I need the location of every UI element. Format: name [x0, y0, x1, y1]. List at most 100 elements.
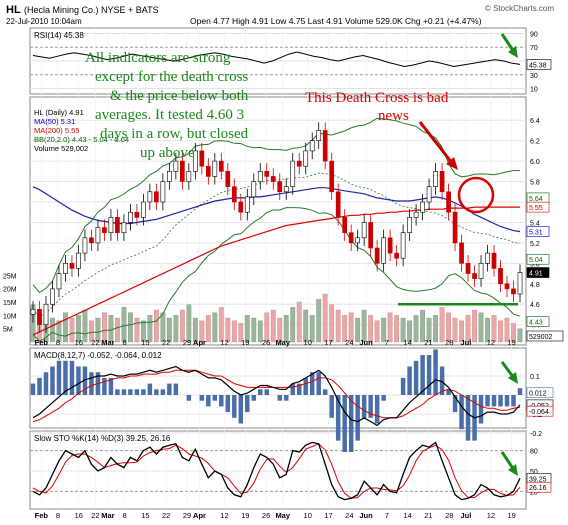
- price-right-label: 529002: [529, 334, 552, 341]
- volume-legend: Volume 529,002: [34, 144, 88, 153]
- candle-body: [485, 252, 490, 264]
- macd-right-box: [526, 405, 554, 417]
- macd-histogram-bar: [355, 395, 360, 441]
- macd-histogram-bar: [219, 395, 224, 407]
- macd-histogram-bar: [439, 366, 445, 395]
- volume-bar: [89, 320, 94, 343]
- sto-tick-label: 50: [530, 469, 538, 476]
- macd-histogram-bar: [128, 389, 133, 395]
- macd-series: [30, 349, 523, 452]
- macd-histogram-bar: [290, 383, 295, 395]
- macd-histogram-bar: [63, 360, 68, 395]
- candle-body: [374, 247, 380, 264]
- macd-signal-line: [32, 369, 521, 423]
- x-tick-label: 22: [91, 338, 99, 347]
- macd-histogram-bar: [37, 377, 42, 395]
- x-tick-label: 19: [508, 338, 516, 347]
- volume-bar: [485, 317, 490, 343]
- rsi-tick-label: 10: [530, 87, 538, 94]
- macd-histogram-bar: [141, 389, 146, 395]
- x-tick-label: 12: [220, 511, 228, 520]
- macd-histogram-bar: [160, 389, 166, 395]
- volume-bar: [426, 317, 432, 343]
- volume-bar: [238, 323, 244, 343]
- x-tick-label: Jul: [460, 511, 471, 520]
- x-tick-label: 19: [241, 338, 249, 347]
- volume-bar: [498, 320, 503, 343]
- volume-tick-label: 10M: [3, 313, 17, 320]
- macd-histogram-bar: [199, 395, 205, 401]
- annotation-line: except for the death cross: [95, 69, 248, 85]
- x-tick-label: 8: [56, 338, 60, 347]
- rsi-last-box: [526, 59, 552, 70]
- volume-bar: [179, 309, 185, 343]
- volume-bar: [283, 315, 289, 343]
- volume-bar: [342, 315, 348, 343]
- volume-bar: [192, 317, 198, 343]
- candle-body: [309, 140, 315, 152]
- candle-body: [218, 160, 224, 172]
- macd-histogram-bar: [264, 389, 270, 395]
- volume-bar: [381, 317, 387, 343]
- candle-body: [511, 288, 516, 295]
- macd-line: [32, 365, 521, 427]
- volume-bar: [199, 320, 205, 343]
- candle-body: [381, 237, 386, 264]
- macd-histogram-bar: [374, 395, 380, 424]
- candle-body: [167, 171, 172, 182]
- candle-body: [407, 217, 412, 233]
- candle-body: [290, 160, 296, 187]
- macd-histogram-bar: [56, 360, 62, 395]
- x-tick-label: Jun: [359, 338, 373, 347]
- macd-histogram-bar: [76, 366, 81, 395]
- annotation-line: This Death Cross is bad: [305, 90, 449, 106]
- candle-body: [128, 211, 133, 223]
- candle-body: [264, 171, 270, 177]
- sto-tick-label: 20: [530, 489, 538, 496]
- rsi-tick-label: 70: [530, 45, 538, 52]
- price-right-label: 5.31: [529, 230, 543, 237]
- volume-bar: [63, 312, 68, 343]
- red-arrow: [418, 121, 454, 164]
- ma50-line: [32, 186, 521, 233]
- candle-body: [400, 232, 406, 259]
- price-right-label: 5.55: [529, 205, 543, 212]
- price-right-label: 5.04: [529, 257, 543, 264]
- volume-bar: [69, 317, 75, 343]
- x-tick-label: 16: [75, 338, 83, 347]
- macd-histogram-bar: [89, 372, 94, 395]
- candle-body: [342, 217, 348, 233]
- volume-bar: [264, 312, 270, 343]
- candle-body: [270, 176, 276, 182]
- macd-histogram-bar: [206, 395, 211, 407]
- bb-lower-band: [32, 207, 521, 343]
- macd-histogram-bar: [186, 395, 192, 401]
- x-tick-label: 24: [345, 338, 353, 347]
- sto-d-line: [32, 443, 521, 499]
- price-right-label: 5.64: [529, 196, 543, 203]
- candle-body: [322, 130, 328, 162]
- candle-body: [50, 288, 55, 305]
- volume-bar: [316, 299, 322, 343]
- volume-bar: [212, 312, 218, 343]
- macd-histogram-bar: [277, 395, 282, 401]
- macd-histogram-bar: [342, 395, 347, 452]
- volume-bar: [251, 317, 257, 343]
- macd-histogram-bar: [212, 395, 218, 401]
- volume-bar: [56, 320, 62, 343]
- volume-tick-label: 15M: [3, 300, 17, 307]
- volume-bar: [270, 309, 276, 343]
- macd-histogram-bar: [251, 395, 257, 401]
- candle-body: [452, 211, 458, 244]
- x-tick-label: 8: [122, 338, 126, 347]
- rsi-legend: RSI(14) 45.38: [34, 31, 84, 40]
- quote-date: 22-Jul-2010 10:04am: [6, 17, 82, 26]
- green-arrow-macd: [500, 361, 518, 384]
- price-tick-label: 5.0: [530, 261, 540, 268]
- volume-bar: [517, 328, 523, 343]
- macd-histogram-bar: [335, 395, 341, 441]
- price-tick-label: 6.4: [530, 118, 540, 125]
- sto-tick-label: 80: [530, 449, 538, 456]
- x-tick-label: 19: [241, 511, 249, 520]
- volume-bar: [205, 315, 211, 343]
